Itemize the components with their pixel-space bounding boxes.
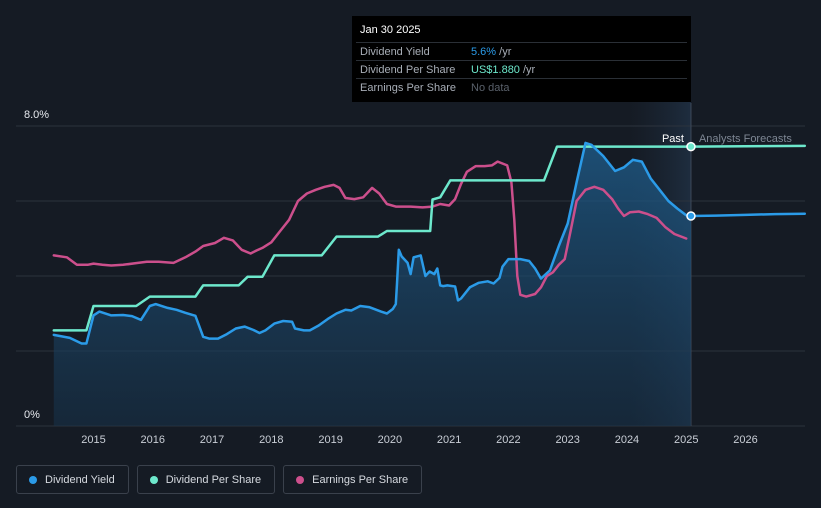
tooltip-value-text: No data [471, 82, 510, 94]
tooltip-row-dividend-yield: Dividend Yield 5.6% /yr [356, 42, 687, 61]
legend: Dividend Yield Dividend Per Share Earnin… [16, 465, 423, 494]
earnings-per-share-line [52, 160, 688, 298]
x-tick-label: 2018 [259, 434, 283, 446]
x-tick-label: 2024 [615, 434, 639, 446]
y-tick-label: 0% [24, 409, 40, 421]
tooltip-date: Jan 30 2025 [360, 24, 421, 36]
tooltip-unit: /yr [519, 64, 536, 76]
tooltip-value-text: US$1.880 [471, 64, 520, 76]
dividend-per-share-marker [686, 141, 696, 152]
x-tick-label: 2019 [318, 434, 342, 446]
x-tick-label: 2020 [378, 434, 402, 446]
x-tick-label: 2016 [141, 434, 165, 446]
x-tick-label: 2025 [674, 434, 698, 446]
x-tick-label: 2023 [555, 434, 579, 446]
tooltip-value-text: 5.6% [471, 46, 497, 58]
dividend-yield-line [52, 141, 807, 345]
dividend-yield-area [53, 142, 691, 426]
tooltip-value: No data [471, 82, 510, 94]
tooltip-label: Earnings Per Share [360, 82, 456, 94]
legend-label: Earnings Per Share [312, 473, 409, 486]
tooltip-row-dividend-per-share: Dividend Per Share US$1.880 /yr [356, 60, 687, 79]
tooltip-value: 5.6% /yr [471, 46, 511, 58]
tooltip-row-earnings-per-share: Earnings Per Share No data [356, 78, 687, 97]
x-tick-label: 2021 [437, 434, 461, 446]
legend-dot-icon [29, 475, 37, 484]
legend-label: Dividend Yield [45, 473, 115, 486]
legend-item-dividend-per-share[interactable]: Dividend Per Share [136, 465, 276, 494]
legend-dot-icon [149, 475, 158, 484]
x-tick-label: 2015 [81, 434, 105, 446]
x-tick-label: 2026 [733, 434, 757, 446]
tooltip-label: Dividend Per Share [360, 64, 456, 76]
forecast-label: Analysts Forecasts [699, 133, 792, 145]
dividend-yield-marker [686, 211, 696, 221]
tooltip-label: Dividend Yield [360, 46, 430, 58]
legend-label: Dividend Per Share [165, 473, 262, 486]
x-tick-label: 2022 [496, 434, 520, 446]
legend-item-dividend-yield[interactable]: Dividend Yield [16, 465, 129, 494]
tooltip: Jan 30 2025 Dividend Yield 5.6% /yr Divi… [352, 16, 691, 102]
past-label: Past [662, 133, 684, 145]
tooltip-value: US$1.880 /yr [471, 64, 535, 76]
y-tick-label: 8.0% [24, 109, 49, 121]
legend-dot-icon [296, 475, 305, 484]
legend-item-earnings-per-share[interactable]: Earnings Per Share [283, 465, 423, 494]
tooltip-unit: /yr [496, 46, 512, 58]
dividend-per-share-line [52, 144, 807, 332]
x-tick-label: 2017 [200, 434, 224, 446]
